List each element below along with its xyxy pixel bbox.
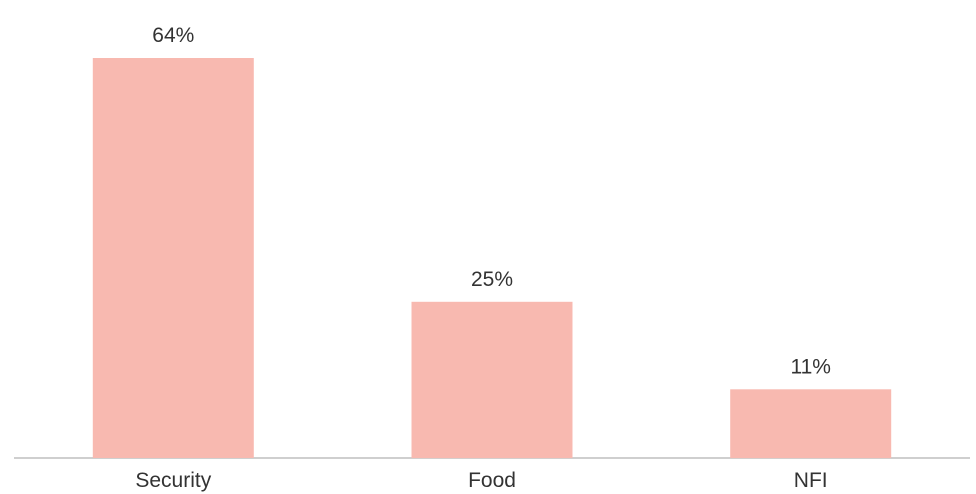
- data-label-security: 64%: [152, 24, 194, 47]
- bar-security: [92, 58, 254, 458]
- category-labels-group: Security Food NFI: [135, 469, 827, 492]
- x-tick-label-food: Food: [468, 469, 516, 492]
- bar-nfi: [730, 389, 892, 459]
- bar-food: [411, 301, 573, 459]
- bars-group: [92, 58, 892, 459]
- data-label-food: 25%: [471, 268, 513, 291]
- data-labels-group: 64% 25% 11%: [152, 24, 831, 378]
- data-label-nfi: 11%: [790, 355, 830, 378]
- x-tick-label-security: Security: [135, 469, 211, 492]
- x-tick-label-nfi: NFI: [794, 469, 828, 492]
